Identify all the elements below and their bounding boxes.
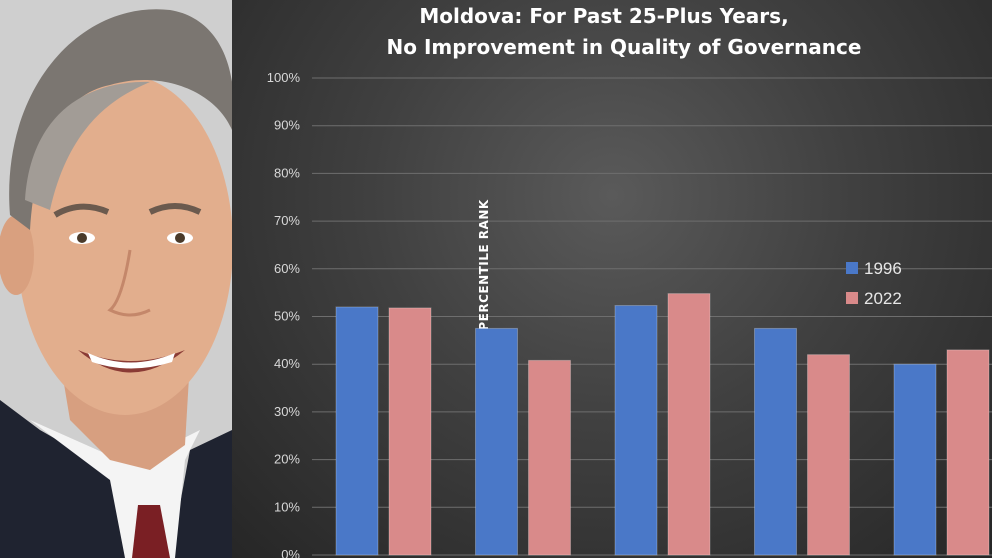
- bar-2022-group-3: [667, 293, 711, 556]
- y-tick-label: 80%: [274, 165, 300, 180]
- legend-swatch-2022: [846, 292, 858, 304]
- chart-panel: Moldova: For Past 25-Plus Years, No Impr…: [232, 0, 992, 558]
- bar-1996-group-1: [335, 306, 379, 556]
- chart-title-line1: Moldova: For Past 25-Plus Years,: [419, 4, 788, 28]
- portrait-photo: [0, 0, 232, 558]
- y-tick-label: 10%: [274, 499, 300, 514]
- y-axis-ticks: 0% 10% 20% 30% 40% 50% 60% 70% 80% 90% 100%: [267, 70, 301, 558]
- bar-1996-group-2: [475, 327, 518, 556]
- chart-title-line2: No Improvement in Quality of Governance: [387, 35, 862, 59]
- y-tick-label: 30%: [274, 404, 300, 419]
- bar-1996-group-3: [614, 305, 658, 556]
- legend-label-2022: 2022: [864, 289, 902, 308]
- y-tick-label: 70%: [274, 213, 300, 228]
- bar-2022-group-2: [528, 359, 571, 556]
- bar-1996-group-4: [754, 327, 797, 556]
- portrait-illustration: [0, 0, 232, 558]
- bar-2022-group-5: [946, 349, 990, 556]
- legend: 1996 2022: [846, 259, 902, 308]
- y-tick-label: 90%: [274, 118, 300, 133]
- y-tick-label: 100%: [267, 70, 301, 85]
- legend-swatch-1996: [846, 262, 858, 274]
- bars: [335, 293, 990, 556]
- y-axis-label: PERCENTILE RANK: [477, 199, 491, 331]
- y-tick-label: 50%: [274, 309, 300, 324]
- bar-chart: Moldova: For Past 25-Plus Years, No Impr…: [267, 4, 992, 558]
- y-tick-label: 20%: [274, 452, 300, 467]
- bar-2022-group-4: [807, 354, 850, 556]
- bar-1996-group-5: [893, 363, 937, 556]
- legend-label-1996: 1996: [864, 259, 902, 278]
- y-tick-label: 0%: [281, 547, 300, 558]
- y-tick-label: 40%: [274, 356, 300, 371]
- bar-2022-group-1: [388, 307, 432, 556]
- y-tick-label: 60%: [274, 261, 300, 276]
